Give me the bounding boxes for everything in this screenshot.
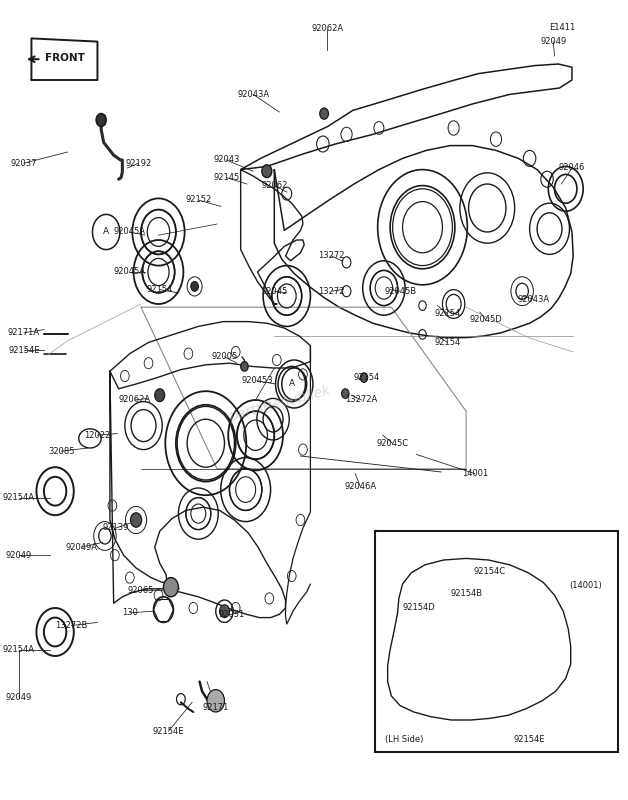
Text: 92065: 92065 [128, 586, 154, 595]
Text: 92154E: 92154E [153, 726, 184, 736]
Text: 92062A: 92062A [119, 395, 151, 405]
Text: 92045D: 92045D [470, 315, 502, 325]
Text: 14001: 14001 [462, 469, 488, 478]
Text: E1411: E1411 [550, 22, 576, 32]
Text: 920453: 920453 [241, 376, 273, 386]
Text: 13272A: 13272A [345, 395, 377, 405]
Circle shape [191, 282, 198, 291]
Text: 92045A: 92045A [114, 227, 146, 237]
Text: 92045C: 92045C [377, 438, 409, 448]
Circle shape [207, 690, 224, 712]
Circle shape [262, 165, 272, 178]
Text: A: A [103, 227, 109, 237]
Text: 92154: 92154 [146, 285, 173, 294]
Text: 92154E: 92154E [8, 346, 40, 355]
Circle shape [96, 114, 106, 126]
Circle shape [154, 389, 165, 402]
Text: 92171A: 92171A [8, 328, 40, 338]
Text: 92046A: 92046A [344, 482, 376, 491]
Text: 92154: 92154 [435, 338, 460, 347]
Text: 92046: 92046 [559, 163, 585, 173]
Text: 92051: 92051 [219, 610, 245, 619]
Text: A: A [289, 379, 295, 389]
Text: 13272B: 13272B [55, 621, 87, 630]
Text: 92043A: 92043A [237, 90, 269, 99]
Text: (14001): (14001) [569, 581, 602, 590]
Text: 92152: 92152 [185, 195, 212, 205]
Text: 32085: 32085 [48, 446, 75, 456]
Text: FRONT: FRONT [45, 53, 84, 62]
Text: 92049: 92049 [540, 37, 566, 46]
Text: 92043A: 92043A [517, 294, 550, 304]
Text: 92045A: 92045A [114, 267, 146, 277]
Text: 92154D: 92154D [403, 603, 435, 613]
Circle shape [241, 362, 248, 371]
Circle shape [320, 108, 328, 119]
Circle shape [163, 578, 178, 597]
Text: 12022: 12022 [84, 430, 111, 440]
Text: 92154: 92154 [435, 309, 460, 318]
Text: 92154A: 92154A [3, 493, 35, 502]
Text: 92062: 92062 [261, 181, 288, 190]
Text: 92037: 92037 [11, 158, 37, 168]
Text: 92005: 92005 [212, 352, 237, 362]
Text: 92192: 92192 [126, 158, 152, 168]
Text: 92049: 92049 [6, 693, 32, 702]
Text: 92154C: 92154C [474, 566, 506, 576]
Text: 130: 130 [122, 608, 138, 618]
Text: (LH Side): (LH Side) [384, 734, 423, 744]
Text: 92154A: 92154A [3, 645, 35, 654]
Text: 13272: 13272 [318, 286, 345, 296]
Circle shape [220, 605, 229, 618]
Text: 92049: 92049 [6, 550, 32, 560]
Text: 92154B: 92154B [450, 589, 482, 598]
Text: 13272: 13272 [318, 251, 345, 261]
Text: 92049A: 92049A [65, 542, 97, 552]
Text: partsRepubliek: partsRepubliek [227, 384, 332, 424]
Circle shape [360, 373, 368, 382]
Text: 92171: 92171 [203, 702, 229, 712]
Text: 92145: 92145 [214, 173, 239, 182]
Circle shape [342, 389, 349, 398]
Circle shape [131, 513, 142, 527]
Bar [375, 531, 618, 752]
Text: 92139: 92139 [103, 523, 129, 533]
Text: 92154: 92154 [354, 373, 379, 382]
Text: 92045B: 92045B [384, 286, 416, 296]
Text: 92045: 92045 [261, 286, 288, 296]
Text: 92062A: 92062A [311, 24, 344, 34]
Text: 92043: 92043 [213, 155, 239, 165]
Text: 92154E: 92154E [514, 734, 545, 744]
